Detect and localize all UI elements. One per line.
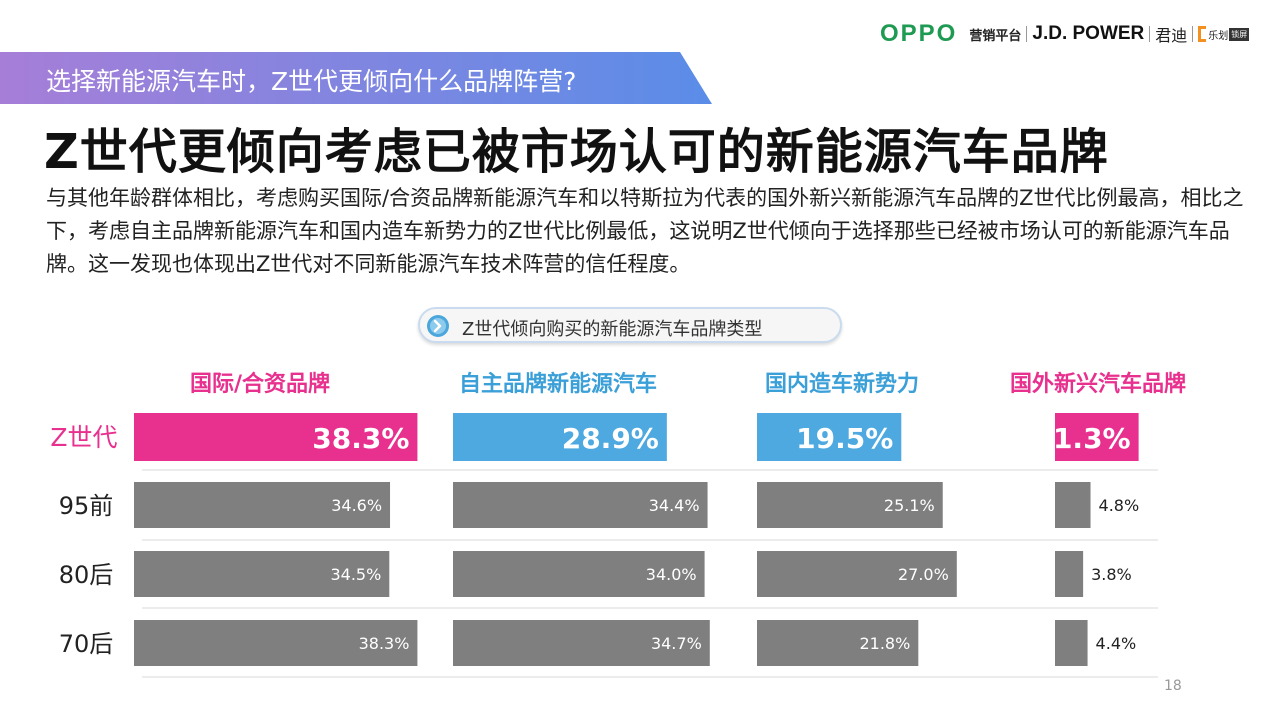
- data-label: 34.7%: [651, 634, 702, 653]
- bar: [757, 413, 902, 461]
- bar: [134, 551, 390, 597]
- bar: [1055, 620, 1088, 666]
- topic-banner: 选择新能源汽车时，Z世代更倾向什么品牌阵营?: [0, 52, 712, 104]
- topic-banner-bg: [0, 52, 712, 104]
- data-label: 34.5%: [330, 565, 381, 584]
- category-label: 国外新兴汽车品牌: [1010, 371, 1186, 397]
- lehua-mark-icon: [1198, 26, 1207, 42]
- bar: [757, 551, 957, 597]
- lehua-logo: 乐划: [1208, 30, 1229, 42]
- bar: [453, 413, 667, 461]
- oppo-platform-label: 营销平台: [969, 28, 1022, 44]
- page-title: Z世代更倾向考虑已被市场认可的新能源汽车品牌: [44, 124, 1109, 180]
- topic-title: 选择新能源汽车时，Z世代更倾向什么品牌阵营?: [46, 67, 577, 96]
- bar: [134, 413, 418, 461]
- row-label: 70后: [59, 630, 114, 658]
- category-label: 自主品牌新能源汽车: [459, 371, 657, 397]
- bar: [1055, 413, 1139, 461]
- data-label: 28.9%: [562, 422, 659, 455]
- lehua-badge: 锁屏: [1229, 27, 1250, 41]
- bar: [134, 482, 391, 528]
- data-label: 38.3%: [312, 422, 409, 455]
- chart-title: Z世代倾向购买的新能源汽车品牌类型: [462, 319, 763, 340]
- category-label: 国内造车新势力: [765, 371, 919, 397]
- chart-title-pill: Z世代倾向购买的新能源汽车品牌类型: [418, 307, 842, 343]
- bar: [757, 482, 943, 528]
- logo-divider: [1026, 26, 1028, 42]
- data-label: 4.8%: [1099, 496, 1140, 515]
- jdpower-logo: J.D. POWER: [1032, 23, 1145, 44]
- logo-divider: [1149, 26, 1151, 42]
- data-label: 3.8%: [1091, 565, 1132, 584]
- oppo-logo: OPPO: [880, 20, 958, 47]
- data-label: 11.3%: [1033, 422, 1130, 455]
- data-label: 27.0%: [898, 565, 949, 584]
- page-number: 18: [1164, 678, 1182, 694]
- bar: [453, 551, 705, 597]
- data-label: 34.0%: [646, 565, 697, 584]
- logo-divider: [1192, 26, 1194, 42]
- row-label: Z世代: [50, 423, 117, 452]
- bar: [1055, 551, 1084, 597]
- data-label: 38.3%: [359, 634, 410, 653]
- page-description: 与其他年龄群体相比，考虑购买国际/合资品牌新能源汽车和以特斯拉为代表的国外新兴新…: [46, 186, 1244, 276]
- row-label: 80后: [59, 561, 114, 589]
- data-label: 34.4%: [649, 496, 700, 515]
- bar: [757, 620, 919, 666]
- bar: [453, 482, 708, 528]
- bar: [1055, 482, 1091, 528]
- category-label: 国际/合资品牌: [190, 371, 330, 397]
- row-label: 95前: [59, 492, 114, 520]
- logo-bar: OPPO 营销平台 J.D. POWER 君迪 乐划 锁屏: [880, 20, 1250, 47]
- data-label: 34.6%: [331, 496, 382, 515]
- chevron-right-icon: [427, 315, 449, 337]
- bar: [453, 620, 710, 666]
- jundi-logo: 君迪: [1155, 26, 1188, 45]
- data-label: 25.1%: [884, 496, 935, 515]
- data-label: 19.5%: [796, 422, 893, 455]
- data-label: 4.4%: [1096, 634, 1137, 653]
- bar: [134, 620, 418, 666]
- data-label: 21.8%: [859, 634, 910, 653]
